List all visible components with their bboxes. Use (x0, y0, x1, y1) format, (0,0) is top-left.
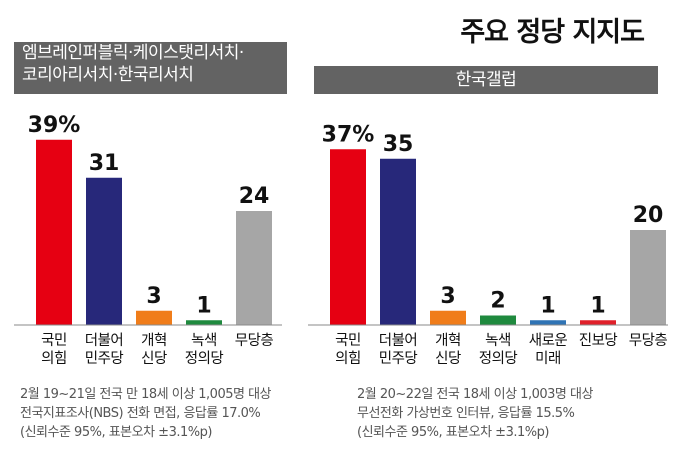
right-survey-notes: 2월 20~22일 전국 18세 이상 1,003명 대상 무선전화 가상번호 … (357, 385, 593, 442)
right-value-label-4: 1 (540, 293, 555, 318)
right-category-label-1: 더불어 (379, 332, 418, 349)
right-bar-0 (330, 149, 366, 325)
right-category-label-3: 녹색 (485, 332, 511, 349)
right-note-line: 무선전화 가상번호 인터뷰, 응답률 15.5% (357, 406, 575, 421)
right-category-label-1: 민주당 (379, 350, 418, 367)
left-bar-1 (86, 177, 122, 325)
left-note-line: 전국지표조사(NBS) 전화 면접, 응답률 17.0% (20, 406, 261, 421)
right-bar-2 (430, 310, 466, 325)
right-category-label-0: 국민 (335, 332, 361, 349)
right-category-label-0: 의힘 (335, 350, 361, 367)
left-survey-notes: 2월 19~21일 전국 만 18세 이상 1,005명 대상 전국지표조사(N… (20, 385, 272, 442)
left-category-label-0: 의힘 (41, 350, 67, 367)
right-value-label-6: 20 (633, 203, 664, 228)
right-category-label-6: 무당층 (629, 332, 668, 349)
right-category-label-4: 새로운 (529, 332, 568, 349)
right-category-label-3: 정의당 (479, 350, 518, 367)
right-value-label-5: 1 (590, 293, 605, 318)
right-value-label-3: 2 (490, 289, 505, 314)
left-value-label-3: 1 (196, 293, 211, 318)
left-category-label-4: 무당층 (235, 332, 274, 349)
right-value-label-2: 3 (440, 284, 455, 309)
left-header-line-1: 엠브레인퍼블릭·케이스탯리서치· (22, 43, 244, 63)
right-bar-3 (480, 315, 516, 325)
left-bar-4 (236, 211, 272, 325)
left-panel-header: 엠브레인퍼블릭·케이스탯리서치· 코리아리서치·한국리서치 (14, 42, 287, 94)
left-category-label-2: 개혁 (141, 332, 167, 349)
left-category-label-2: 신당 (141, 350, 167, 367)
left-value-label-4: 24 (239, 184, 270, 209)
right-note-line: (신뢰수준 95%, 표본오차 ±3.1%p) (357, 425, 549, 440)
left-bar-0 (36, 139, 72, 325)
right-header-line-1: 한국갤럽 (455, 70, 517, 90)
left-category-label-3: 정의당 (185, 350, 224, 367)
left-bar-2 (136, 310, 172, 325)
left-value-label-1: 31 (89, 151, 120, 176)
right-bar-1 (380, 158, 416, 325)
left-value-label-2: 3 (146, 284, 161, 309)
right-category-label-2: 개혁 (435, 332, 461, 349)
right-category-label-4: 미래 (535, 350, 561, 367)
right-bar-5 (580, 320, 616, 325)
left-category-label-0: 국민 (41, 332, 67, 349)
left-note-line: (신뢰수준 95%, 표본오차 ±3.1%p) (20, 425, 212, 440)
right-value-label-1: 35 (383, 132, 414, 157)
right-category-label-5: 진보당 (579, 332, 618, 349)
left-value-label-0: 39% (28, 113, 81, 138)
left-note-line: 2월 19~21일 전국 만 18세 이상 1,005명 대상 (20, 387, 272, 402)
chart-title: 주요 정당 지지도 (460, 17, 645, 48)
left-category-label-1: 민주당 (85, 350, 124, 367)
right-bar-4 (530, 320, 566, 325)
left-bar-3 (186, 320, 222, 325)
right-panel-header: 한국갤럽 (314, 66, 658, 94)
right-note-line: 2월 20~22일 전국 18세 이상 1,003명 대상 (357, 387, 593, 402)
left-category-label-3: 녹색 (191, 332, 217, 349)
right-value-label-0: 37% (322, 122, 375, 147)
left-category-label-1: 더불어 (85, 332, 124, 349)
right-category-label-2: 신당 (435, 350, 461, 367)
right-bar-6 (630, 230, 666, 325)
left-header-line-2: 코리아리서치·한국리서치 (22, 65, 194, 85)
